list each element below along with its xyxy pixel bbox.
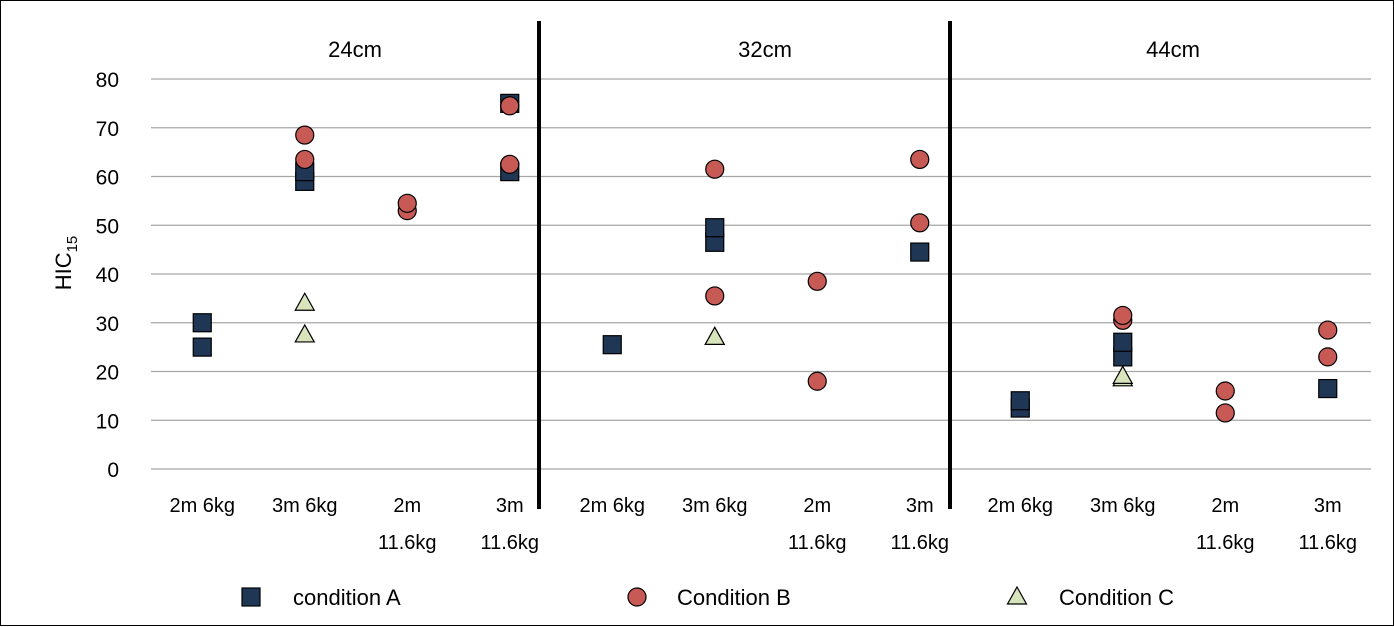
square-marker <box>192 313 212 333</box>
x-category-label: 2m 6kg <box>579 495 645 517</box>
x-category-label: 2m 6kg <box>987 495 1053 517</box>
circle-marker <box>295 125 315 145</box>
triangle-marker <box>294 323 316 343</box>
panel-title: 24cm <box>328 37 382 62</box>
legend-label: condition A <box>293 585 401 610</box>
y-tick-label: 30 <box>96 313 119 336</box>
square-marker <box>602 335 622 355</box>
y-tick-label: 50 <box>96 215 119 238</box>
circle-marker <box>807 371 827 391</box>
triangle-marker <box>704 326 726 345</box>
x-category-label: 2m <box>803 495 831 517</box>
circle-marker <box>910 213 930 233</box>
circle-marker <box>397 193 417 213</box>
y-tick-label: 0 <box>107 459 119 482</box>
y-axis-title-text: HIC <box>51 252 76 290</box>
x-category-label: 11.6kg <box>1298 532 1357 554</box>
legend-label: Condition B <box>677 585 791 610</box>
y-axis-title: HIC15 <box>51 236 81 291</box>
x-category-label: 11.6kg <box>378 532 437 554</box>
x-category-label: 11.6kg <box>1196 532 1255 554</box>
circle-marker <box>705 159 725 179</box>
y-axis-title-subscript: 15 <box>64 236 81 253</box>
circle-marker <box>1113 305 1133 326</box>
x-category-label: 2m <box>393 495 421 517</box>
x-category-label: 3m <box>906 495 934 517</box>
legend-square-icon <box>241 587 261 607</box>
circle-marker <box>295 149 315 170</box>
circle-marker <box>500 154 520 174</box>
y-tick-label: 20 <box>96 362 119 385</box>
x-category-label: 2m 6kg <box>169 495 235 517</box>
legend-triangle-icon <box>1006 585 1028 605</box>
x-category-label: 3m <box>1314 495 1342 517</box>
square-marker <box>705 218 725 238</box>
circle-marker <box>500 96 520 116</box>
panel-title: 32cm <box>738 37 792 62</box>
circle-marker <box>1215 381 1235 401</box>
circle-marker <box>705 286 725 306</box>
panel-title: 44cm <box>1146 37 1200 62</box>
square-marker <box>910 242 930 262</box>
circle-marker <box>807 271 827 291</box>
y-tick-label: 10 <box>96 410 119 433</box>
circle-marker <box>1318 320 1338 340</box>
triangle-marker <box>1112 365 1134 384</box>
legend-label: Condition C <box>1059 585 1174 610</box>
square-marker <box>1113 332 1133 352</box>
square-marker <box>1318 378 1338 399</box>
legend-circle-icon <box>627 587 647 607</box>
square-marker <box>1010 391 1030 411</box>
x-category-label: 11.6kg <box>788 532 847 554</box>
square-marker <box>192 337 212 357</box>
triangle-marker <box>294 292 316 311</box>
x-category-label: 11.6kg <box>480 532 539 554</box>
x-category-label: 3m <box>496 495 524 517</box>
x-category-label: 11.6kg <box>890 532 949 554</box>
y-tick-label: 80 <box>96 69 119 92</box>
y-tick-label: 40 <box>96 264 119 287</box>
circle-marker <box>1215 403 1235 423</box>
x-category-label: 2m <box>1211 495 1239 517</box>
circle-marker <box>910 149 930 170</box>
y-tick-label: 70 <box>96 118 119 141</box>
x-category-label: 3m 6kg <box>682 495 748 517</box>
x-category-label: 3m 6kg <box>1090 495 1156 517</box>
y-tick-label: 60 <box>96 167 119 190</box>
circle-marker <box>1318 347 1338 367</box>
x-category-label: 3m 6kg <box>272 495 338 517</box>
